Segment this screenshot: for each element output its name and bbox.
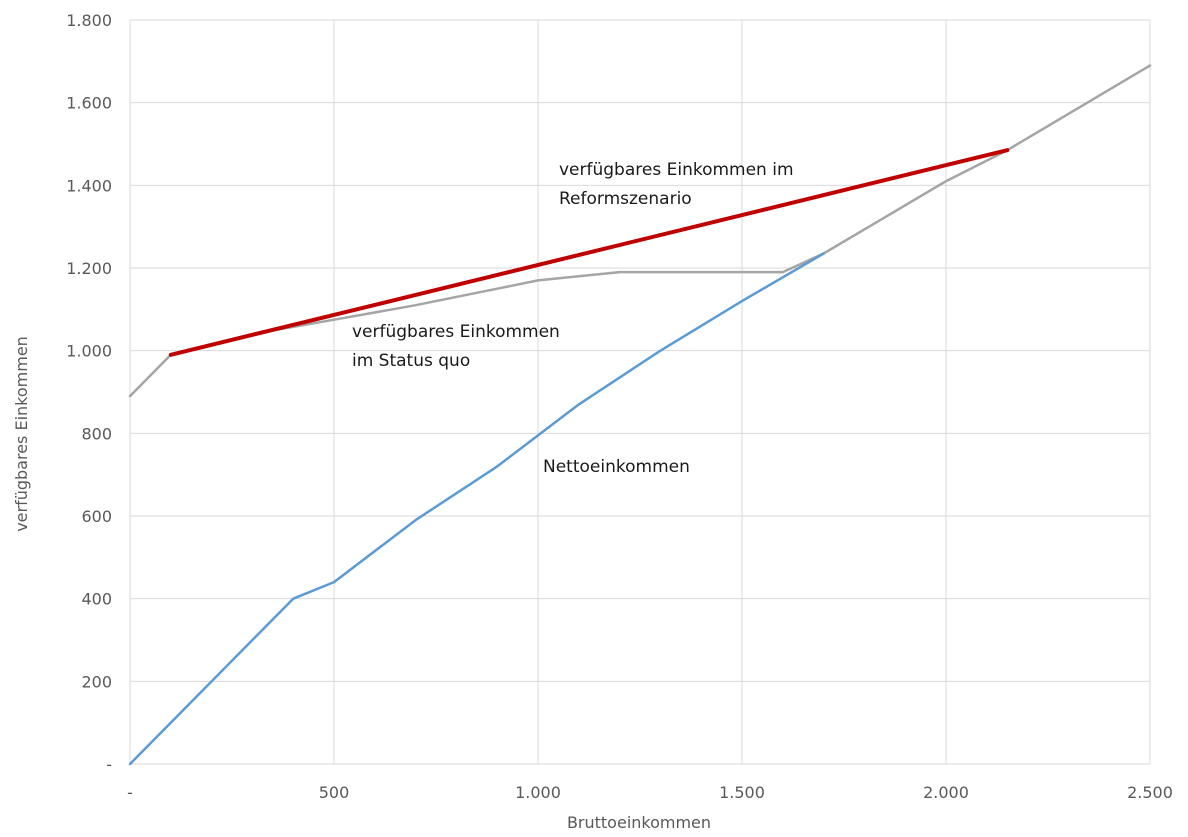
y-tick-label: 1.800 [66,11,112,30]
series-line-status-quo [128,64,1152,398]
gridlines [129,19,1151,765]
annotation-status-quo: im Status quo [352,351,470,371]
tick-labels: - 200 400 600 800 1.000 1.200 1.400 1.600 1.800 - 5… [66,11,1173,802]
y-axis-title: verfügbares Einkommen [12,336,31,532]
y-tick-label: 600 [81,507,112,526]
x-tick-label: 1.500 [719,783,765,802]
x-tick-label: 500 [319,783,350,802]
y-tick-label: 1.200 [66,259,112,278]
series-line-netto [128,252,825,766]
x-tick-label: 2.500 [1127,783,1173,802]
x-tick-label: 1.000 [515,783,561,802]
y-tick-label: - [106,755,112,774]
annotation-reform: verfügbares Einkommen im [559,160,794,180]
x-axis-title: Bruttoeinkommen [567,813,711,832]
y-tick-label: 1.000 [66,342,112,361]
annotations: verfügbares Einkommen im Reformszenario ve… [352,160,794,477]
annotation-reform: Reformszenario [559,189,692,209]
annotation-netto: Nettoeinkommen [543,457,690,477]
x-tick-label: - [127,783,133,802]
series-line-reform [168,148,1010,357]
y-tick-label: 200 [81,672,112,691]
series-lines [128,64,1152,766]
y-tick-label: 1.400 [66,176,112,195]
y-tick-label: 400 [81,590,112,609]
x-tick-label: 2.000 [923,783,969,802]
y-tick-label: 800 [81,424,112,443]
annotation-status-quo: verfügbares Einkommen [352,322,560,342]
y-tick-label: 1.600 [66,94,112,113]
